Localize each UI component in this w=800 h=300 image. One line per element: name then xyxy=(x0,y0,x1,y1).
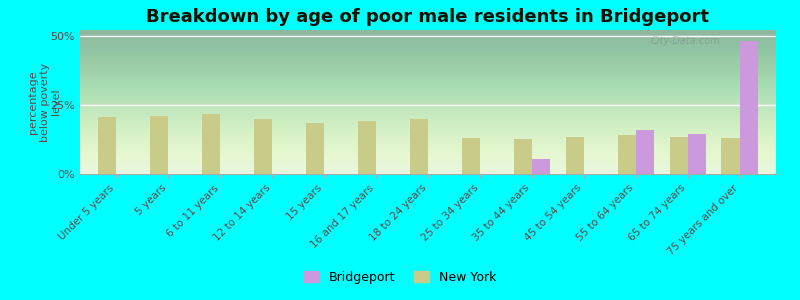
Bar xyxy=(202,115,220,174)
Bar xyxy=(688,134,706,174)
Bar xyxy=(254,118,272,174)
Bar xyxy=(636,130,654,174)
Y-axis label: percentage
below poverty
level: percentage below poverty level xyxy=(28,62,62,142)
Bar xyxy=(532,159,550,174)
Bar xyxy=(740,41,758,174)
Bar xyxy=(514,140,532,174)
Bar xyxy=(410,118,428,174)
Bar xyxy=(670,136,688,174)
Legend: Bridgeport, New York: Bridgeport, New York xyxy=(298,266,502,289)
Bar xyxy=(150,116,168,174)
Title: Breakdown by age of poor male residents in Bridgeport: Breakdown by age of poor male residents … xyxy=(146,8,710,26)
Bar xyxy=(98,117,116,174)
Bar xyxy=(462,138,480,174)
Text: City-Data.com: City-Data.com xyxy=(650,36,720,46)
Bar xyxy=(306,123,324,174)
Bar xyxy=(566,136,584,174)
Bar xyxy=(358,122,376,174)
Bar xyxy=(618,135,636,174)
Bar xyxy=(722,138,740,174)
